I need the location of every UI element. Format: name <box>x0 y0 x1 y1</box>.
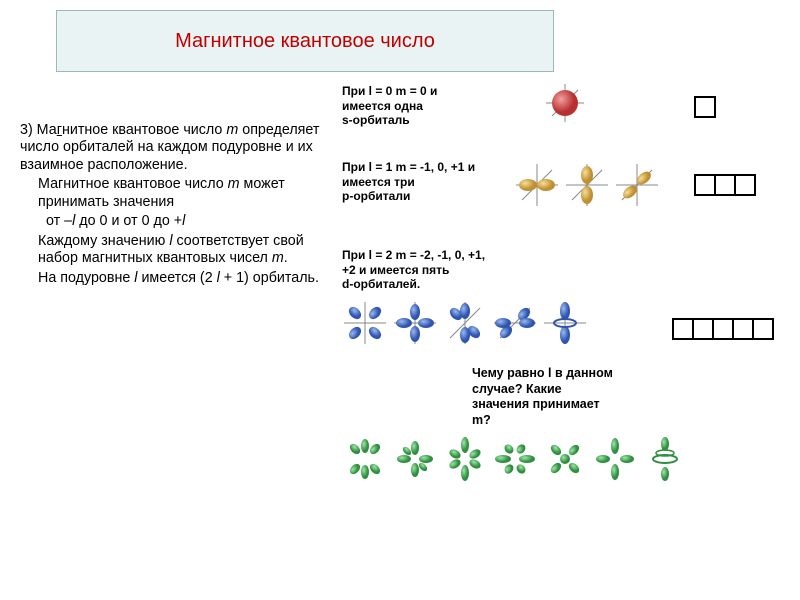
p-l3: p-орбитали <box>342 189 410 203</box>
orbital-d-icon <box>542 300 588 346</box>
orbital-p-icon <box>564 162 610 208</box>
range-content: от –l до 0 и от 0 до +l <box>46 213 185 229</box>
f-orbitals <box>342 436 688 482</box>
box-cell <box>714 174 736 196</box>
box-cell <box>692 318 714 340</box>
box-cell <box>732 318 754 340</box>
s-l3: s-орбиталь <box>342 113 410 127</box>
p-boxes <box>694 174 756 196</box>
p-l1: При l = 1 m = -1, 0, +1 и <box>342 160 475 174</box>
orbital-d-icon <box>442 300 488 346</box>
box-cell <box>694 174 716 196</box>
p-orbitals <box>514 162 660 208</box>
orbital-p-icon <box>514 162 560 208</box>
p-l2: имеется три <box>342 175 415 189</box>
orbital-f-icon <box>492 436 538 482</box>
orbital-s-icon <box>542 80 588 126</box>
s-boxes <box>694 96 716 118</box>
para-2: Магнитное квантовое число m может приним… <box>20 176 335 211</box>
q-l1: Чему равно l в данном <box>472 366 613 380</box>
s-l2: имеется одна <box>342 99 423 113</box>
case-p-label: При l = 1 m = -1, 0, +1 и имеется три p-… <box>342 160 512 204</box>
left-text: 3) Магнитное квантовое число m определяе… <box>20 122 335 289</box>
question-text: Чему равно l в данном случае? Какие знач… <box>472 366 642 429</box>
case-s: При l = 0 m = 0 и имеется одна s-орбитал… <box>342 84 792 128</box>
box-cell <box>694 96 716 118</box>
orbital-d-icon <box>342 300 388 346</box>
orbital-f-icon <box>542 436 588 482</box>
d-boxes <box>672 318 774 340</box>
orbital-f-icon <box>392 436 438 482</box>
orbital-f-icon <box>642 436 688 482</box>
q-l3: значения принимает <box>472 397 600 411</box>
s-orbital <box>542 80 588 126</box>
orbital-d-icon <box>392 300 438 346</box>
para-4-text: На подуровне l имеется (2 l + 1) орбитал… <box>38 270 319 286</box>
d-orbitals <box>342 300 588 346</box>
title-box: Магнитное квантовое число <box>56 10 554 72</box>
box-cell <box>752 318 774 340</box>
q-l4: m? <box>472 413 491 427</box>
para-3: Каждому значению l соответствует свой на… <box>20 233 335 268</box>
orbital-f-icon <box>592 436 638 482</box>
d-l3: d-орбиталей. <box>342 277 420 291</box>
d-l1: При l = 2 m = -2, -1, 0, +1, <box>342 248 485 262</box>
orbital-f-icon <box>342 436 388 482</box>
orbital-p-icon <box>614 162 660 208</box>
s-l1: При l = 0 m = 0 и <box>342 84 437 98</box>
d-l2: +2 и имеется пять <box>342 263 449 277</box>
case-d-label: При l = 2 m = -2, -1, 0, +1, +2 и имеетс… <box>342 248 542 292</box>
page-title: Магнитное квантовое число <box>175 30 435 53</box>
para-4: На подуровне l имеется (2 l + 1) орбитал… <box>20 270 335 287</box>
q-l2: случае? Какие <box>472 382 562 396</box>
para-2-text: Магнитное квантовое число m может приним… <box>38 176 285 209</box>
case-p: При l = 1 m = -1, 0, +1 и имеется три p-… <box>342 160 792 204</box>
case-d: При l = 2 m = -2, -1, 0, +1, +2 и имеетс… <box>342 248 792 292</box>
box-cell <box>734 174 756 196</box>
box-cell <box>712 318 734 340</box>
case-s-label: При l = 0 m = 0 и имеется одна s-орбитал… <box>342 84 482 128</box>
box-cell <box>672 318 694 340</box>
para-1: 3) Магнитное квантовое число m определяе… <box>20 122 335 174</box>
orbital-f-icon <box>442 436 488 482</box>
range-text: от –l до 0 и от 0 до +l <box>20 213 335 230</box>
para-3-text: Каждому значению l соответствует свой на… <box>38 233 304 266</box>
para-1-text: 3) Магнитное квантовое число m определяе… <box>20 122 319 173</box>
orbital-d-icon <box>492 300 538 346</box>
